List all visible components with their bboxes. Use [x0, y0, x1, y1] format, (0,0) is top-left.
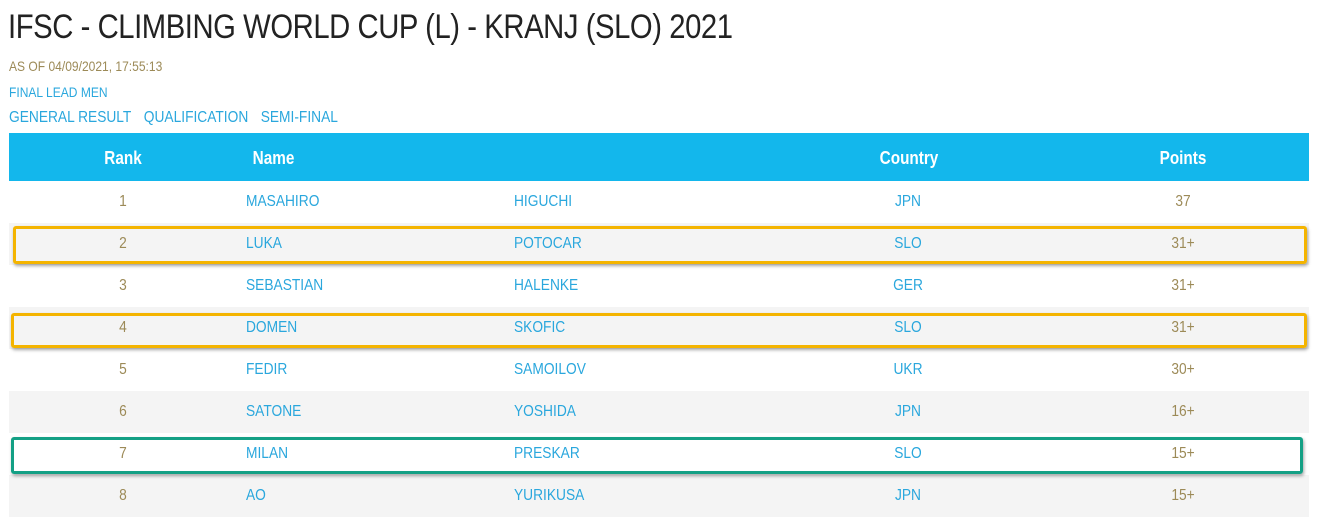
country-link[interactable]: SLO	[894, 319, 922, 336]
header-rank[interactable]: Rank	[104, 148, 142, 168]
rank-cell: 6	[119, 403, 127, 420]
first-name-link[interactable]: MASAHIRO	[246, 193, 320, 210]
points-cell: 15+	[1171, 487, 1195, 504]
country-link[interactable]: SLO	[894, 445, 922, 462]
country-link[interactable]: SLO	[894, 235, 922, 252]
points-cell: 31+	[1171, 277, 1195, 294]
table-row[interactable]: 5 FEDIR SAMOILOV UKR 30+	[9, 349, 1309, 391]
first-name-link[interactable]: MILAN	[246, 445, 289, 462]
header-name[interactable]: Name	[252, 148, 295, 168]
points-cell: 16+	[1171, 403, 1195, 420]
rank-cell: 1	[119, 193, 127, 210]
country-link[interactable]: JPN	[894, 487, 921, 504]
last-name-link[interactable]: YOSHIDA	[514, 403, 576, 420]
table-row[interactable]: 6 SATONE YOSHIDA JPN 16+	[9, 391, 1309, 433]
tab-semi-final[interactable]: SEMI-FINAL	[260, 109, 338, 126]
timestamp: AS OF 04/09/2021, 17:55:13	[9, 58, 163, 74]
table-row[interactable]: 1 MASAHIRO HIGUCHI JPN 37	[9, 181, 1309, 223]
rank-cell: 2	[119, 235, 127, 252]
rank-cell: 4	[119, 319, 127, 336]
points-cell: 31+	[1171, 319, 1195, 336]
table-row[interactable]: 8 AO YURIKUSA JPN 15+	[9, 475, 1309, 517]
country-link[interactable]: JPN	[894, 193, 921, 210]
round-tabs: GENERAL RESULT QUALIFICATION SEMI-FINAL	[9, 109, 347, 127]
rank-cell: 7	[119, 445, 127, 462]
points-cell: 31+	[1171, 235, 1195, 252]
rank-cell: 5	[119, 361, 127, 378]
last-name-link[interactable]: SAMOILOV	[514, 361, 586, 378]
country-link[interactable]: JPN	[894, 403, 921, 420]
tab-qualification[interactable]: QUALIFICATION	[143, 109, 249, 126]
header-points[interactable]: Points	[1159, 148, 1207, 168]
tab-general-result[interactable]: GENERAL RESULT	[9, 109, 132, 126]
first-name-link[interactable]: DOMEN	[246, 319, 298, 336]
page-title: IFSC - CLIMBING WORLD CUP (L) - KRANJ (S…	[8, 8, 733, 46]
round-label: FINAL LEAD MEN	[9, 84, 108, 100]
table-body: 1 MASAHIRO HIGUCHI JPN 37 2 LUKA POTOCAR…	[9, 181, 1309, 517]
country-link[interactable]: UKR	[893, 361, 923, 378]
first-name-link[interactable]: FEDIR	[246, 361, 288, 378]
table-row[interactable]: 2 LUKA POTOCAR SLO 31+	[9, 223, 1309, 265]
points-cell: 15+	[1171, 445, 1195, 462]
last-name-link[interactable]: HIGUCHI	[514, 193, 573, 210]
last-name-link[interactable]: YURIKUSA	[514, 487, 585, 504]
country-link[interactable]: GER	[893, 277, 923, 294]
rank-cell: 8	[119, 487, 127, 504]
points-cell: 37	[1175, 193, 1191, 210]
first-name-link[interactable]: SEBASTIAN	[246, 277, 324, 294]
table-row[interactable]: 3 SEBASTIAN HALENKE GER 31+	[9, 265, 1309, 307]
points-cell: 30+	[1171, 361, 1195, 378]
last-name-link[interactable]: POTOCAR	[514, 235, 582, 252]
first-name-link[interactable]: LUKA	[246, 235, 282, 252]
first-name-link[interactable]: AO	[246, 487, 266, 504]
table-row[interactable]: 7 MILAN PRESKAR SLO 15+	[9, 433, 1309, 475]
rank-cell: 3	[119, 277, 127, 294]
table-row[interactable]: 4 DOMEN SKOFIC SLO 31+	[9, 307, 1309, 349]
table-header: Rank Name Country Points	[9, 133, 1309, 181]
first-name-link[interactable]: SATONE	[246, 403, 302, 420]
last-name-link[interactable]: HALENKE	[514, 277, 579, 294]
last-name-link[interactable]: SKOFIC	[514, 319, 566, 336]
results-table: Rank Name Country Points 1 MASAHIRO HIGU…	[9, 133, 1309, 517]
header-country[interactable]: Country	[879, 148, 939, 168]
last-name-link[interactable]: PRESKAR	[514, 445, 580, 462]
